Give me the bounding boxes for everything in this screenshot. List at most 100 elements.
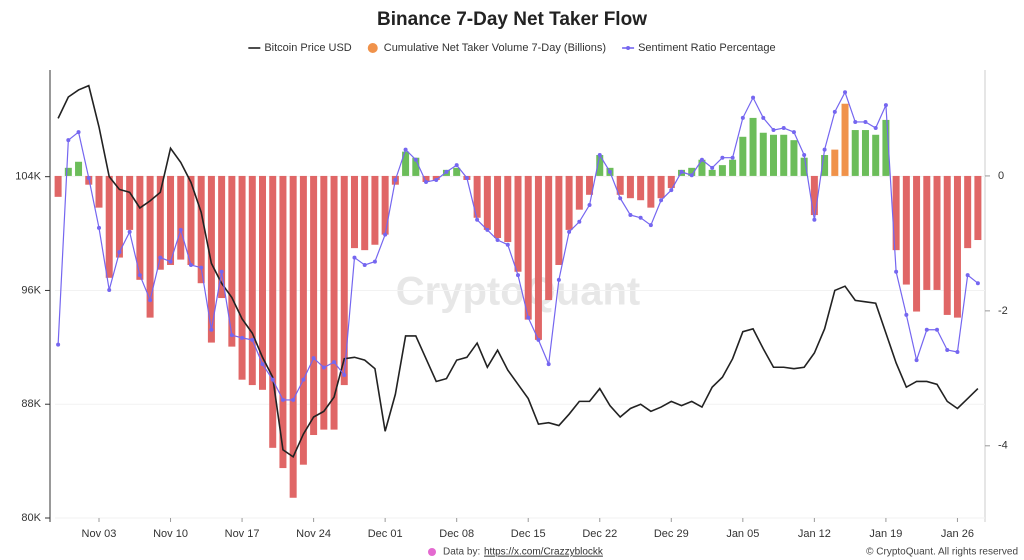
- x-tick-label: Jan 05: [726, 528, 759, 540]
- bar: [218, 175, 226, 299]
- marker: [516, 273, 520, 278]
- bar: [545, 175, 553, 301]
- bar: [320, 175, 328, 430]
- marker: [699, 157, 704, 162]
- bar: [923, 175, 931, 290]
- bar: [115, 175, 123, 258]
- x-tick-label: Nov 03: [82, 528, 117, 540]
- chart-title: Binance 7-Day Net Taker Flow: [377, 9, 647, 30]
- marker: [505, 242, 510, 247]
- marker: [219, 269, 224, 274]
- source-link[interactable]: https://x.com/Crazzyblockk: [484, 547, 604, 558]
- marker: [454, 163, 459, 168]
- marker: [679, 169, 684, 174]
- bar: [810, 175, 818, 216]
- bar: [667, 175, 675, 189]
- marker: [137, 273, 142, 278]
- marker: [740, 115, 745, 120]
- marker: [526, 315, 531, 320]
- marker: [955, 350, 960, 355]
- bar: [136, 175, 144, 280]
- bar: [892, 175, 900, 251]
- marker: [894, 269, 899, 274]
- marker: [56, 342, 61, 347]
- marker: [240, 335, 245, 340]
- bar: [729, 159, 737, 176]
- bar: [933, 175, 941, 290]
- x-tick-label: Jan 12: [798, 528, 831, 540]
- marker: [853, 119, 858, 124]
- marker: [904, 312, 909, 317]
- marker: [781, 126, 786, 131]
- line: [57, 84, 979, 459]
- x-tick-label: Dec 22: [582, 528, 617, 540]
- bar: [647, 175, 655, 208]
- legend-swatch: [626, 46, 631, 50]
- bar: [473, 175, 481, 218]
- bar: [167, 175, 175, 265]
- marker: [791, 130, 796, 135]
- x-tick-label: Dec 29: [654, 528, 689, 540]
- marker: [832, 109, 837, 114]
- marker: [669, 188, 674, 193]
- marker: [843, 90, 848, 95]
- marker: [587, 202, 592, 207]
- marker: [209, 327, 214, 332]
- bar: [95, 175, 103, 208]
- marker: [924, 327, 929, 332]
- marker: [935, 327, 940, 332]
- marker: [567, 229, 572, 234]
- marker: [873, 126, 878, 131]
- marker: [556, 277, 561, 282]
- marker: [577, 219, 582, 224]
- bar: [637, 175, 645, 201]
- bar: [831, 149, 839, 176]
- marker: [260, 362, 265, 367]
- bar: [248, 175, 256, 386]
- bar: [524, 175, 532, 320]
- bar: [759, 132, 767, 176]
- bar: [657, 175, 665, 199]
- marker: [863, 119, 868, 124]
- bar: [902, 175, 910, 285]
- bar: [340, 175, 348, 386]
- marker: [413, 157, 418, 162]
- bar: [156, 175, 164, 270]
- marker: [495, 238, 500, 243]
- x-tick-label: Nov 17: [225, 528, 260, 540]
- bar: [279, 175, 287, 469]
- marker: [914, 358, 919, 363]
- marker: [352, 255, 357, 260]
- bar: [514, 175, 522, 272]
- bar: [483, 175, 491, 230]
- bar: [126, 175, 134, 230]
- bar: [453, 167, 461, 176]
- bar: [616, 175, 624, 195]
- bar: [780, 134, 788, 176]
- legend-label: Cumulative Net Taker Volume 7-Day (Billi…: [384, 42, 606, 54]
- bar: [238, 175, 246, 380]
- marker: [648, 223, 653, 228]
- bar: [851, 130, 859, 176]
- bar: [841, 103, 849, 176]
- marker: [342, 372, 347, 377]
- bar: [964, 175, 972, 249]
- marker: [188, 262, 193, 267]
- bar: [872, 134, 880, 176]
- bar: [974, 175, 982, 241]
- bar: [64, 167, 72, 176]
- marker: [403, 147, 408, 152]
- bar: [228, 175, 236, 347]
- legend-label: Sentiment Ratio Percentage: [638, 42, 776, 54]
- marker: [607, 169, 612, 174]
- marker: [168, 259, 173, 264]
- source-icon: [428, 548, 436, 556]
- bar: [800, 157, 808, 176]
- x-tick-label: Jan 26: [941, 528, 974, 540]
- bar: [412, 157, 420, 176]
- x-tick-label: Dec 08: [439, 528, 474, 540]
- marker: [127, 229, 132, 234]
- marker: [730, 155, 735, 160]
- bar: [913, 175, 921, 312]
- marker: [464, 175, 469, 180]
